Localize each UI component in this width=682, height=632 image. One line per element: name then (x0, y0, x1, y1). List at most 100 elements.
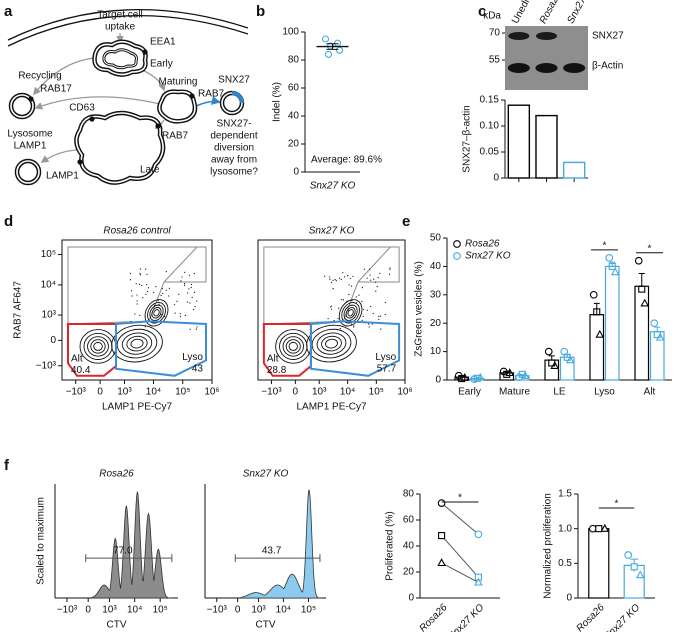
x-tick-label: 10⁴ (146, 387, 161, 398)
y-tick-label: 0.10 (480, 121, 500, 132)
event (334, 278, 336, 281)
event (178, 293, 180, 295)
y-tick-label: 40 (403, 541, 415, 552)
diagram-label: lysosome? (210, 167, 258, 178)
event (173, 304, 176, 306)
event (138, 283, 141, 285)
contour (87, 336, 109, 357)
data-point (458, 375, 466, 383)
event (145, 293, 147, 295)
x-tick-label: 10⁵ (301, 605, 316, 616)
gate (357, 246, 391, 283)
event (158, 303, 160, 305)
event (190, 286, 192, 289)
band (508, 32, 530, 40)
event (139, 274, 142, 276)
contour (338, 299, 363, 327)
data-point (600, 523, 610, 532)
membrane (7, 14, 249, 47)
y-tick-label: 60 (288, 83, 300, 94)
pair-line (441, 562, 479, 583)
event (355, 296, 357, 298)
data-point (638, 285, 646, 293)
event (192, 308, 195, 311)
error-bar (326, 43, 339, 50)
event (188, 288, 190, 290)
x-tick-label: Early (458, 387, 481, 398)
band (535, 63, 558, 73)
data-point (595, 329, 605, 338)
histogram-trace (240, 489, 321, 599)
event (341, 298, 343, 301)
x-tick-label: Lyso (594, 387, 615, 398)
event (329, 306, 332, 308)
event (181, 276, 183, 278)
x-tick-label: 10³ (102, 605, 117, 616)
event (368, 326, 370, 328)
data-point (474, 530, 483, 539)
event (370, 305, 372, 308)
event (348, 293, 350, 296)
band (535, 32, 558, 40)
band (507, 63, 530, 73)
data-point (333, 39, 342, 47)
y-tick-label: 0 (566, 593, 572, 604)
y-tick-label: 10 (430, 346, 442, 357)
y-axis-label: Scaled to maximum (36, 497, 47, 585)
data-point (460, 372, 470, 381)
legend-marker (453, 240, 461, 248)
y-axis-label: Proliferated (%) (385, 511, 396, 580)
arrow (34, 96, 161, 110)
pair-line (441, 535, 479, 578)
event (376, 286, 378, 288)
plot-title: Rosa26 (99, 469, 134, 480)
event (374, 281, 377, 283)
data-point (640, 298, 650, 307)
y-axis-label: RAB7 AF647 (13, 281, 24, 339)
x-tick-label: 10⁴ (276, 605, 291, 616)
diagram-label: away from (211, 155, 257, 166)
event (348, 284, 350, 286)
panel-label: e (402, 213, 410, 230)
diagram-label: RAB7 (198, 89, 225, 100)
gate (163, 246, 198, 283)
data-point (595, 525, 603, 533)
contour (83, 332, 113, 360)
units-label: kDa (483, 11, 501, 22)
event (129, 272, 132, 275)
event (196, 300, 198, 302)
lane-label: Rosa26 (538, 0, 564, 26)
event (339, 327, 341, 330)
x-tick-label: −10³ (66, 387, 87, 398)
x-tick-label: 0 (97, 387, 103, 398)
contour (153, 309, 160, 317)
event (350, 285, 353, 287)
event (136, 303, 138, 305)
y-tick-label: 0.5 (558, 558, 572, 569)
event (135, 283, 137, 285)
event (136, 294, 138, 296)
legend-label: Snx27 KO (465, 251, 511, 262)
gate (115, 320, 207, 377)
gate-value: 43 (192, 363, 204, 374)
event (165, 289, 167, 291)
event (361, 319, 363, 321)
event (330, 308, 333, 310)
event (370, 279, 372, 281)
event (176, 300, 178, 302)
contour (316, 332, 347, 355)
event (338, 277, 341, 279)
event (389, 267, 391, 269)
error-bar (654, 326, 661, 332)
event (193, 273, 195, 275)
event (330, 305, 333, 307)
event (191, 296, 193, 298)
event (332, 288, 334, 290)
band-label: SNX27 (592, 31, 624, 42)
event (332, 279, 334, 281)
y-tick-label: 80 (403, 489, 415, 500)
x-tick-label: Mature (499, 387, 531, 398)
y-axis-label: Normalized proliferation (543, 493, 554, 599)
x-axis-label: LAMP1 PE-Cy7 (296, 402, 366, 413)
event (165, 270, 167, 273)
